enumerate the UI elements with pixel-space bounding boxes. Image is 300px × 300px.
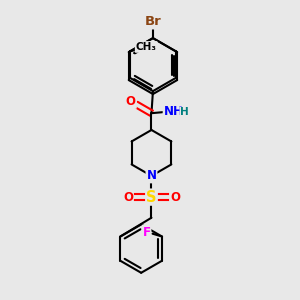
Text: O: O	[170, 190, 180, 204]
Text: NH: NH	[164, 105, 184, 118]
Text: O: O	[123, 190, 133, 204]
Text: Br: Br	[145, 15, 161, 28]
Text: O: O	[126, 95, 136, 108]
Text: H: H	[180, 107, 189, 117]
Text: F: F	[142, 226, 151, 239]
Text: CH₃: CH₃	[136, 42, 157, 52]
Text: N: N	[146, 169, 157, 182]
Text: S: S	[146, 190, 157, 205]
